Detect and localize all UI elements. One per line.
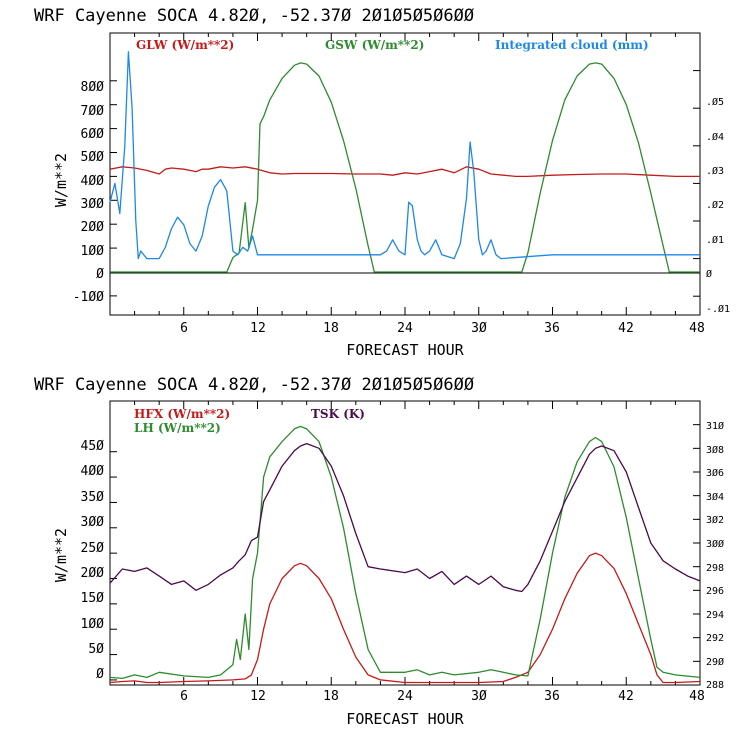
chart-top-ytick-label: 3ØØ — [81, 197, 105, 212]
chart-top-xtick-label: 3Ø — [471, 321, 487, 336]
chart-bottom-xticks: 6 12 18 24 3Ø 36 42 48 — [180, 689, 705, 704]
chart-bottom-ytick-label: 45Ø — [81, 439, 105, 454]
chart-top: WRF Cayenne SOCA 4.82Ø, -52.37Ø 2Ø1Ø5Ø5Ø… — [34, 6, 730, 359]
chart-bottom-y2tick-label: 29Ø — [706, 656, 724, 668]
chart-top-y2tick-label: .Ø2 — [706, 199, 724, 211]
chart-top-xtick-label: 48 — [689, 321, 705, 336]
chart-bottom-xtick-label: 6 — [180, 689, 188, 704]
chart-bottom-title: WRF Cayenne SOCA 4.82Ø, -52.37Ø 2Ø1Ø5Ø5Ø… — [34, 375, 474, 395]
chart-bottom-ytick-label: 25Ø — [81, 541, 105, 556]
chart-top-ytick-label: 1ØØ — [81, 244, 105, 259]
chart-bottom-xtick-label: 48 — [689, 689, 705, 704]
chart-bottom-xtick-label: 3Ø — [471, 689, 487, 704]
chart-bottom-ytick-label: 35Ø — [81, 490, 105, 505]
chart-top-y2tick-label: .Ø3 — [706, 165, 724, 177]
chart-top-ylabel: W/m**2 — [52, 153, 70, 207]
chart-bottom-xtick-label: 24 — [397, 689, 413, 704]
chart-top-ytick-label: -1ØØ — [73, 290, 104, 305]
chart-top-xtick-label: 24 — [397, 321, 413, 336]
chart-bottom-y2tick-label: 296 — [706, 586, 724, 597]
chart-bottom-series-lines — [109, 425, 701, 684]
chart-bottom-series-tsk-line — [109, 442, 701, 593]
chart-top-xtick-label: 42 — [618, 321, 634, 336]
chart-top-ytick-label: Ø — [96, 267, 104, 282]
chart-bottom-y2tick-label: 3ØØ — [706, 538, 724, 550]
chart-top-xtick-label: 6 — [180, 321, 188, 336]
chart-top-y2tick-label: .Ø5 — [706, 96, 724, 108]
chart-top-ytick-label: 8ØØ — [81, 80, 105, 95]
chart-top-xticks: 6 12 18 24 3Ø 36 42 48 — [180, 321, 705, 336]
chart-top-ytick-label: 6ØØ — [81, 127, 105, 142]
chart-bottom-ytick-label: 2ØØ — [81, 566, 105, 581]
chart-bottom-xlabel: FORECAST HOUR — [346, 710, 464, 728]
chart-bottom-legend-lh: LH (W/m**2) — [134, 421, 221, 435]
chart-bottom-ylabel: W/m**2 — [52, 528, 70, 582]
chart-bottom: WRF Cayenne SOCA 4.82Ø, -52.37Ø 2Ø1Ø5Ø5Ø… — [34, 375, 724, 728]
chart-bottom-ytick-label: 1ØØ — [81, 617, 105, 632]
chart-bottom-y2ticks: 288 29Ø 292 294 296 298 3ØØ 3Ø2 3Ø4 3Ø6 … — [706, 420, 724, 691]
chart-bottom-yticks: Ø 5Ø 1ØØ 15Ø 2ØØ 25Ø 3ØØ 35Ø 4ØØ 45Ø — [81, 439, 105, 682]
chart-bottom-ytick-label: Ø — [96, 667, 104, 682]
chart-bottom-y2tick-label: 3Ø2 — [706, 514, 724, 526]
chart-top-y2tick-label: .Ø4 — [706, 131, 724, 143]
chart-top-y2tick-label: Ø — [706, 268, 712, 280]
chart-top-y2ticks: -.Ø1 Ø .Ø1 .Ø2 .Ø3 .Ø4 .Ø5 — [706, 96, 730, 315]
chart-bottom-xtick-label: 36 — [544, 689, 560, 704]
chart-bottom-y2tick-label: 3Ø4 — [706, 491, 724, 503]
chart-bottom-y2tick-label: 3Ø6 — [706, 467, 724, 479]
chart-bottom-legend-hfx: HFX (W/m**2) — [134, 407, 230, 421]
chart-top-ytick-label: 2ØØ — [81, 220, 105, 235]
chart-top-legend-gsw: GSW (W/m**2) — [325, 38, 424, 52]
chart-bottom-xtick-label: 42 — [618, 689, 634, 704]
chart-bottom-tick-marks — [110, 401, 700, 686]
chart-top-y2tick-label: -.Ø1 — [706, 303, 730, 315]
chart-bottom-series-hfx-line — [109, 552, 701, 684]
chart-top-y2tick-label: .Ø1 — [706, 234, 724, 246]
chart-bottom-ytick-label: 4ØØ — [81, 464, 105, 479]
chart-top-legend-cloud: Integrated cloud (mm) — [495, 38, 649, 52]
chart-top-ytick-label: 5ØØ — [81, 150, 105, 165]
chart-bottom-y2tick-label: 3Ø8 — [706, 444, 724, 456]
chart-bottom-plot-frame — [109, 400, 701, 686]
chart-top-xtick-label: 18 — [323, 321, 339, 336]
chart-bottom-ytick-label: 3ØØ — [81, 515, 105, 530]
chart-top-series-gsw-line — [110, 62, 700, 273]
chart-top-tick-marks — [110, 33, 700, 315]
chart-bottom-y2tick-label: 288 — [706, 680, 724, 691]
chart-top-ytick-label: 4ØØ — [81, 174, 105, 189]
chart-top-xtick-label: 12 — [250, 321, 266, 336]
chart-bottom-y2tick-label: 31Ø — [706, 420, 724, 432]
chart-top-xlabel: FORECAST HOUR — [346, 341, 464, 359]
chart-bottom-series-lh-line — [109, 425, 701, 680]
chart-bottom-y2tick-label: 294 — [706, 610, 724, 621]
chart-top-series-glw-line — [109, 166, 700, 178]
chart-bottom-xtick-label: 18 — [323, 689, 339, 704]
chart-bottom-y2tick-label: 298 — [706, 563, 724, 574]
chart-bottom-ytick-label: 5Ø — [88, 642, 104, 657]
chart-bottom-y2tick-label: 292 — [706, 633, 724, 644]
chart-top-yticks: -1ØØ Ø 1ØØ 2ØØ 3ØØ 4ØØ 5ØØ 6ØØ 7ØØ 8ØØ — [73, 80, 104, 305]
chart-bottom-legend-tsk: TSK (K) — [311, 407, 365, 421]
chart-top-series-lines — [109, 51, 700, 273]
chart-bottom-xtick-label: 12 — [250, 689, 266, 704]
chart-bottom-ytick-label: 15Ø — [81, 591, 105, 606]
chart-top-series-integrated-line — [109, 51, 700, 260]
chart-top-legend-glw: GLW (W/m**2) — [136, 38, 234, 52]
chart-top-xtick-label: 36 — [544, 321, 560, 336]
chart-top-ytick-label: 7ØØ — [81, 104, 105, 119]
chart-top-title: WRF Cayenne SOCA 4.82Ø, -52.37Ø 2Ø1Ø5Ø5Ø… — [34, 6, 474, 26]
